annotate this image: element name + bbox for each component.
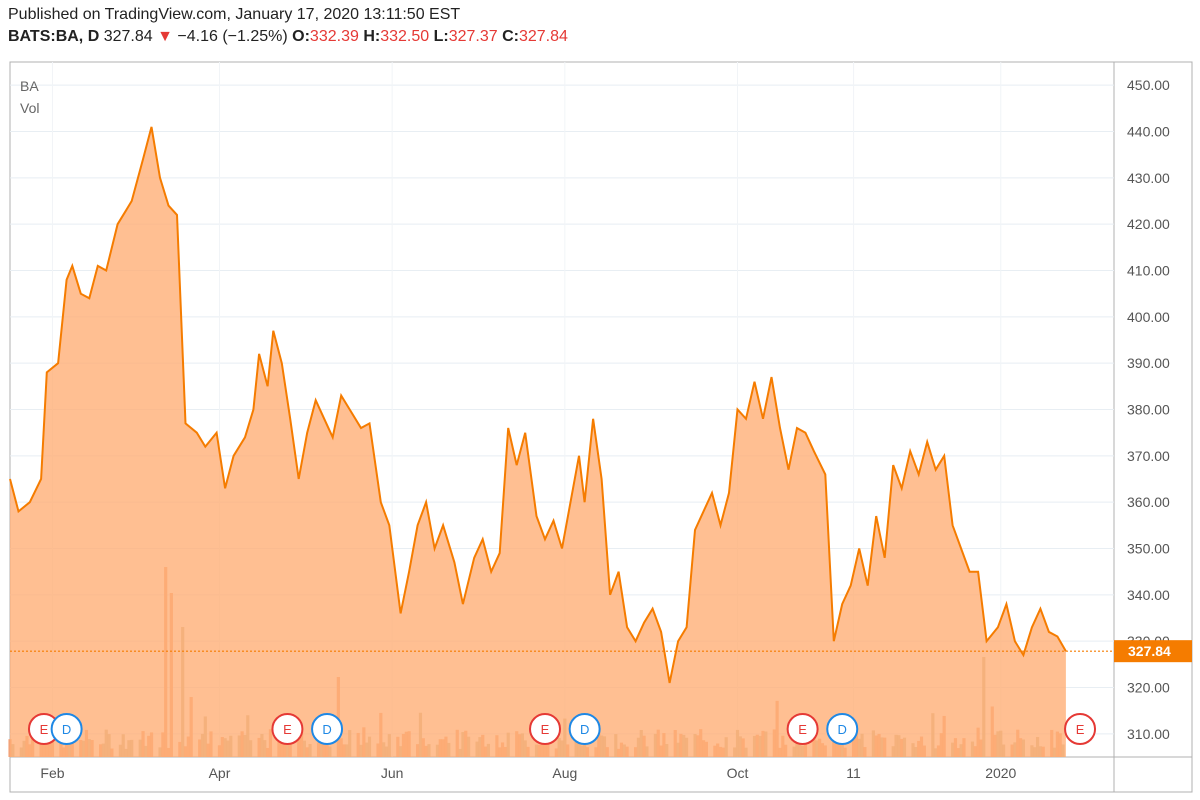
x-tick-label: 2020: [985, 765, 1016, 781]
event-label: E: [798, 722, 807, 737]
event-circle: [826, 713, 859, 745]
y-tick-label: 450.00: [1127, 77, 1170, 93]
event-circle: [529, 713, 562, 745]
y-tick-label: 320.00: [1127, 680, 1170, 696]
x-tick-label: Feb: [40, 765, 64, 781]
last-price: 327.84: [103, 28, 153, 45]
x-tick-label: Jun: [381, 765, 404, 781]
event-label: E: [541, 722, 550, 737]
event-label: E: [283, 722, 292, 737]
y-tick-label: 440.00: [1127, 124, 1170, 140]
dividend-marker[interactable]: D: [568, 713, 601, 745]
x-tick-label: Oct: [727, 765, 749, 781]
event-label: E: [1076, 722, 1085, 737]
close-label: C:: [502, 28, 519, 45]
y-tick-label: 360.00: [1127, 494, 1170, 510]
event-circle: [786, 713, 819, 745]
earnings-marker[interactable]: E: [529, 713, 562, 745]
x-tick-label: 11: [846, 765, 861, 781]
y-tick-label: 340.00: [1127, 587, 1170, 603]
x-tick-label: Aug: [552, 765, 577, 781]
low-value: 327.37: [448, 28, 498, 45]
symbol-legend: BA: [20, 78, 39, 94]
y-tick-label: 430.00: [1127, 170, 1170, 186]
event-circle: [311, 713, 344, 745]
event-circle: [50, 713, 83, 745]
published-line: Published on TradingView.com, January 17…: [8, 6, 461, 23]
earnings-marker[interactable]: E: [271, 713, 304, 745]
event-label: D: [838, 722, 847, 737]
volume-legend: Vol: [20, 100, 39, 116]
y-tick-label: 420.00: [1127, 216, 1170, 232]
earnings-marker[interactable]: E: [1064, 713, 1097, 745]
event-circle: [1064, 713, 1097, 745]
event-label: D: [322, 722, 331, 737]
price-tag-label: 327.84: [1128, 643, 1171, 659]
chart-frame: [9, 61, 1193, 793]
open-label: O:: [292, 28, 310, 45]
price-line: [9, 126, 1067, 684]
y-tick-label: 390.00: [1127, 355, 1170, 371]
low-label: L:: [433, 28, 449, 45]
close-value: 327.84: [518, 28, 568, 45]
y-tick-label: 310.00: [1127, 726, 1170, 742]
earnings-marker[interactable]: E: [786, 713, 819, 745]
x-tick-label: Apr: [209, 765, 231, 781]
y-tick-label: 400.00: [1127, 309, 1170, 325]
change-down-icon: ▼: [157, 28, 173, 45]
high-value: 332.50: [380, 28, 430, 45]
last-price-tag: 327.84: [1114, 640, 1192, 663]
change-value: −4.16 (−1.25%): [177, 28, 288, 45]
event-label: D: [580, 722, 589, 737]
open-value: 332.39: [309, 28, 359, 45]
chart-header: Published on TradingView.com, January 17…: [8, 4, 568, 48]
price-tag-box: [1114, 640, 1192, 663]
symbol-label: BATS:BA, D: [8, 28, 100, 45]
y-tick-label: 370.00: [1127, 448, 1170, 464]
time-axis[interactable]: Feb Apr Jun Aug Oct 11 2020: [40, 765, 1016, 781]
event-circle: [568, 713, 601, 745]
y-tick-label: 410.00: [1127, 263, 1170, 279]
high-label: H:: [363, 28, 381, 45]
event-label: E: [40, 722, 49, 737]
event-circle: [271, 713, 304, 745]
dividend-marker[interactable]: D: [50, 713, 83, 745]
dividend-marker[interactable]: D: [826, 713, 859, 745]
event-label: D: [62, 722, 71, 737]
y-tick-label: 350.00: [1127, 541, 1170, 557]
price-area: [10, 126, 1066, 757]
y-tick-label: 380.00: [1127, 402, 1170, 418]
dividend-marker[interactable]: D: [311, 713, 344, 745]
price-axis[interactable]: 450.00 440.00 430.00 420.00 410.00 400.00 390.…: [1127, 77, 1170, 742]
ohlc-line: BATS:BA, D 327.84 ▼ −4.16 (−1.25%) O:332…: [8, 26, 568, 48]
